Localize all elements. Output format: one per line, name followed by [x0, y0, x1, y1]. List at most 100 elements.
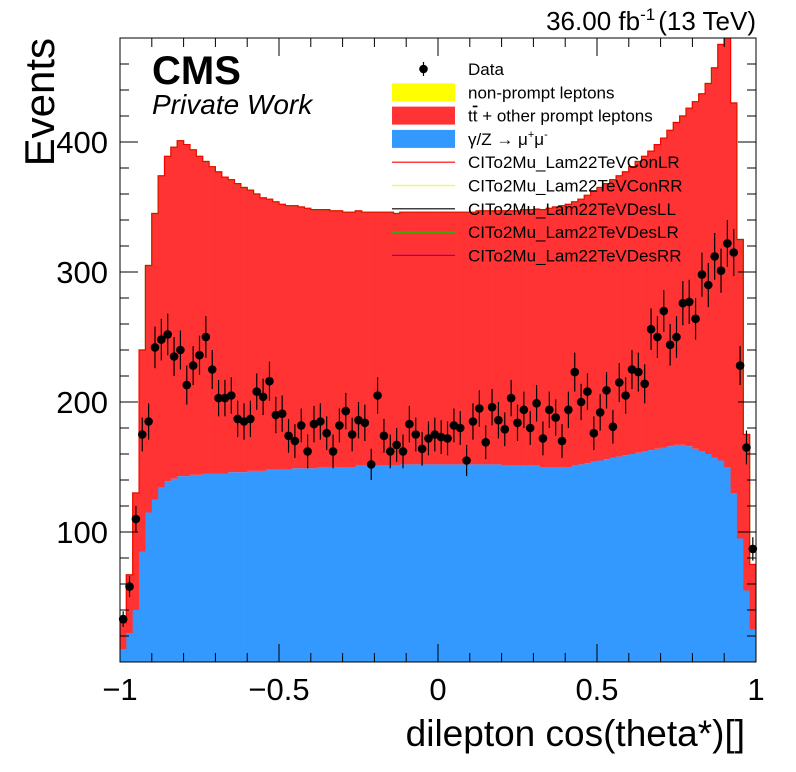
data-point [322, 416, 332, 451]
data-point [557, 424, 567, 458]
legend-label: CITo2Mu_Lam22TeVConLR [468, 153, 680, 172]
bar-dy [635, 452, 642, 662]
bar-ttbar [450, 212, 458, 465]
x-tick-label: 0.5 [575, 672, 618, 707]
bar-ttbar [412, 212, 420, 465]
bar-ttbar [361, 212, 369, 466]
data-point [379, 418, 389, 453]
bar-dy [145, 512, 153, 662]
bar-ttbar [304, 208, 312, 469]
data-point [227, 377, 236, 414]
bar-dy [679, 444, 687, 662]
bar-dy [234, 472, 242, 662]
bar-ttbar [279, 204, 286, 470]
data-point [144, 403, 153, 440]
bar-ttbar [253, 194, 261, 471]
bar-dy [164, 481, 172, 662]
bar-dy [240, 472, 248, 662]
bar-ttbar [647, 151, 655, 451]
bar-dy [368, 465, 375, 662]
bar-dy [552, 467, 560, 662]
data-point [519, 391, 529, 428]
bar-dy [431, 464, 439, 662]
bar-ttbar [495, 210, 502, 465]
bar-ttbar [438, 212, 445, 465]
bar-dy [603, 459, 611, 662]
data-point [163, 313, 172, 356]
data-point [303, 434, 312, 469]
bar-ttbar [577, 199, 585, 465]
data-point [296, 408, 306, 443]
bar-dy [418, 464, 426, 662]
legend-marker [419, 64, 428, 74]
bar-ttbar [323, 209, 331, 467]
bar-ttbar [209, 166, 216, 474]
private-work-label: Private Work [152, 89, 314, 120]
data-point [131, 506, 141, 532]
bar-dy [647, 450, 655, 662]
bar-dy [616, 456, 623, 662]
bar-ttbar [259, 197, 267, 471]
bar-ttbar [565, 204, 572, 467]
bar-ttbar [679, 116, 687, 445]
legend-swatch [392, 106, 455, 125]
data-point [583, 373, 592, 410]
bar-ttbar [635, 161, 642, 453]
bar-dy [120, 649, 127, 662]
bar-dy [393, 465, 401, 662]
data-point [316, 403, 325, 440]
bar-dy [228, 472, 235, 662]
data-point [595, 394, 605, 431]
data-point [424, 421, 433, 456]
data-point [710, 233, 719, 280]
data-point [716, 248, 726, 293]
bar-ttbar [393, 213, 401, 466]
bar-ttbar [126, 574, 134, 634]
bar-ttbar [692, 101, 700, 449]
bar-ttbar [539, 209, 547, 467]
data-point [392, 428, 401, 462]
data-point [386, 434, 395, 469]
y-tick-label: 300 [56, 255, 108, 290]
bar-ttbar [482, 210, 490, 465]
bar-dy [209, 473, 216, 662]
data-point [169, 337, 179, 376]
data-point [659, 290, 669, 332]
bar-dy [399, 464, 407, 662]
bar-dy [374, 465, 382, 662]
bar-ttbar [266, 199, 274, 470]
legend-entry-dy: γ/Z → μ+μ- [392, 129, 548, 149]
x-tick-label: 0 [429, 672, 446, 707]
y-axis-title: Events [16, 38, 63, 166]
data-point [646, 308, 656, 350]
bar-ttbar [298, 207, 305, 469]
bar-dy [609, 457, 617, 662]
data-point [207, 350, 217, 389]
data-point [475, 390, 484, 427]
data-point [614, 363, 624, 402]
bar-dy [705, 454, 712, 662]
bar-ttbar [520, 209, 528, 466]
bar-dy [660, 447, 668, 662]
data-point [341, 392, 351, 430]
data-point [118, 611, 128, 627]
bar-dy [622, 455, 630, 662]
bar-ttbar [247, 190, 254, 471]
bar-ttbar [196, 156, 204, 475]
bar-dy [253, 470, 261, 662]
bar-ttbar [425, 212, 433, 465]
bar-dy [177, 476, 184, 662]
data-point [735, 346, 745, 386]
bar-ttbar [469, 212, 477, 465]
bar-ttbar [514, 210, 522, 466]
bar-ttbar [666, 130, 674, 447]
legend-label: CITo2Mu_Lam22TeVDesLR [468, 223, 679, 242]
bar-dy [406, 464, 413, 662]
bar-dy [724, 467, 731, 662]
data-point [513, 404, 522, 441]
legend-label: Data [468, 60, 504, 79]
bar-dy [139, 551, 146, 662]
bar-dy [387, 465, 394, 662]
bar-dy [317, 467, 324, 662]
bar-ttbar [285, 205, 293, 470]
